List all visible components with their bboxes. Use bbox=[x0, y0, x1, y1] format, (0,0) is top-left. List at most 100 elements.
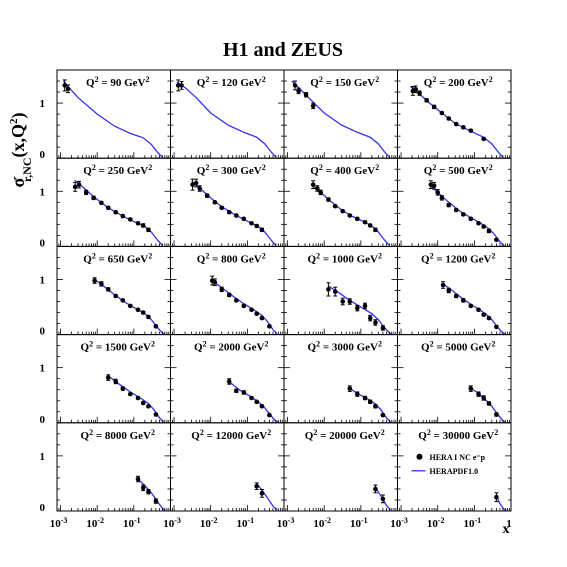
data-point bbox=[234, 298, 239, 303]
data-point bbox=[99, 281, 104, 287]
data-point bbox=[92, 278, 97, 283]
data-point bbox=[179, 83, 184, 88]
data-point bbox=[226, 379, 232, 384]
data-point bbox=[113, 379, 119, 384]
data-point bbox=[486, 315, 492, 321]
data-point bbox=[373, 227, 378, 233]
data-point bbox=[453, 293, 459, 299]
data-point bbox=[347, 299, 353, 304]
panel-q2-label: Q2 = 1500 GeV2 bbox=[81, 339, 155, 354]
panel: Q2 = 1500 GeV2 bbox=[81, 339, 165, 423]
y-tick-label: 0 bbox=[40, 502, 46, 514]
data-point bbox=[135, 307, 141, 313]
data-point bbox=[453, 207, 459, 213]
data-point bbox=[146, 489, 151, 495]
panel-q2-label: Q2 = 650 GeV2 bbox=[83, 251, 152, 266]
data-point bbox=[310, 103, 316, 109]
data-point bbox=[417, 90, 422, 96]
data-point bbox=[127, 391, 133, 397]
panel-q2-label: Q2 = 2000 GeV2 bbox=[194, 339, 268, 354]
legend-marker-data bbox=[416, 453, 423, 460]
panel-q2-label: Q2 = 120 GeV2 bbox=[197, 75, 266, 90]
panel-q2-label: Q2 = 300 GeV2 bbox=[197, 163, 266, 178]
panel: Q2 = 30000 GeV2 bbox=[418, 427, 507, 512]
y-tick-label: 1 bbox=[40, 186, 46, 198]
data-point bbox=[476, 391, 481, 397]
data-point bbox=[347, 386, 353, 391]
panel: Q2 = 1000 GeV2 bbox=[308, 251, 393, 335]
panel-q2-label: Q2 = 8000 GeV2 bbox=[81, 427, 155, 442]
data-point bbox=[249, 220, 254, 226]
data-point bbox=[120, 213, 126, 219]
x-axis-label: x bbox=[503, 522, 510, 537]
panel: Q2 = 150 GeV2 bbox=[291, 75, 390, 158]
data-point bbox=[380, 325, 386, 331]
x-tick-label: 10-2 bbox=[86, 516, 104, 531]
data-point bbox=[76, 182, 82, 187]
herapdf-curve bbox=[62, 80, 163, 158]
panel: Q2 = 250 GeV2 bbox=[72, 163, 163, 246]
panel: Q2 = 500 GeV2 bbox=[424, 163, 505, 247]
herapdf-curve bbox=[347, 386, 392, 423]
chart-title: H1 and ZEUS bbox=[223, 39, 343, 61]
panel: Q2 = 1200 GeV2 bbox=[421, 251, 506, 335]
herapdf-curve bbox=[107, 375, 165, 423]
data-point bbox=[424, 98, 429, 103]
data-point bbox=[241, 390, 247, 395]
x-tick-label: 10-3 bbox=[163, 516, 181, 531]
panel: Q2 = 400 GeV2 bbox=[310, 163, 390, 246]
panel: Q2 = 300 GeV2 bbox=[190, 163, 277, 246]
data-point bbox=[259, 403, 265, 409]
data-point bbox=[367, 315, 373, 321]
panel-q2-label: Q2 = 150 GeV2 bbox=[310, 75, 379, 90]
data-point bbox=[135, 476, 141, 482]
data-point bbox=[212, 279, 218, 285]
data-point bbox=[267, 324, 272, 329]
data-point bbox=[461, 125, 466, 130]
panel-q2-label: Q2 = 800 GeV2 bbox=[197, 251, 266, 266]
data-point bbox=[332, 289, 338, 294]
panel-q2-label: Q2 = 400 GeV2 bbox=[310, 163, 379, 178]
data-point bbox=[486, 401, 492, 406]
legend-label-curve: HERAPDF1.0 bbox=[430, 467, 479, 476]
data-point bbox=[354, 305, 360, 311]
x-tick-label: 10-1 bbox=[123, 516, 141, 531]
data-point bbox=[440, 282, 446, 288]
data-point bbox=[254, 483, 260, 489]
data-point bbox=[146, 227, 151, 233]
data-point bbox=[296, 88, 301, 94]
data-point bbox=[367, 399, 373, 405]
panel: Q2 = 20000 GeV2 bbox=[305, 427, 392, 511]
x-tick-label: 10-1 bbox=[464, 516, 482, 531]
x-tick-label: 10-2 bbox=[427, 516, 445, 531]
data-point bbox=[446, 288, 452, 293]
data-point bbox=[446, 116, 452, 121]
panel-q2-label: Q2 = 200 GeV2 bbox=[424, 75, 493, 90]
data-point bbox=[380, 496, 386, 502]
panel: Q2 = 120 GeV2 bbox=[175, 75, 277, 158]
data-point bbox=[146, 403, 151, 409]
data-point bbox=[219, 287, 225, 292]
data-point bbox=[197, 186, 202, 191]
data-point bbox=[354, 216, 360, 222]
x-tick-label: 1 bbox=[506, 518, 512, 530]
data-point bbox=[91, 195, 96, 201]
data-point bbox=[153, 498, 159, 504]
y-axis-label: σ-r,NC(x,Q2) bbox=[8, 112, 34, 187]
panel: Q2 = 650 GeV2 bbox=[83, 251, 166, 335]
data-point bbox=[254, 399, 260, 405]
data-point bbox=[259, 315, 265, 321]
herapdf-curve bbox=[291, 80, 390, 158]
data-point bbox=[65, 86, 71, 92]
panel-q2-label: Q2 = 20000 GeV2 bbox=[305, 427, 385, 442]
data-point bbox=[140, 223, 146, 228]
panel-q2-label: Q2 = 250 GeV2 bbox=[83, 163, 152, 178]
data-point bbox=[146, 314, 151, 320]
data-point bbox=[105, 375, 111, 380]
data-point bbox=[234, 388, 239, 394]
panel: Q2 = 3000 GeV2 bbox=[308, 339, 392, 423]
y-tick-label: 1 bbox=[40, 363, 46, 375]
data-point bbox=[453, 121, 459, 127]
y-tick-label: 1 bbox=[40, 451, 46, 463]
herapdf-curve bbox=[328, 285, 393, 335]
